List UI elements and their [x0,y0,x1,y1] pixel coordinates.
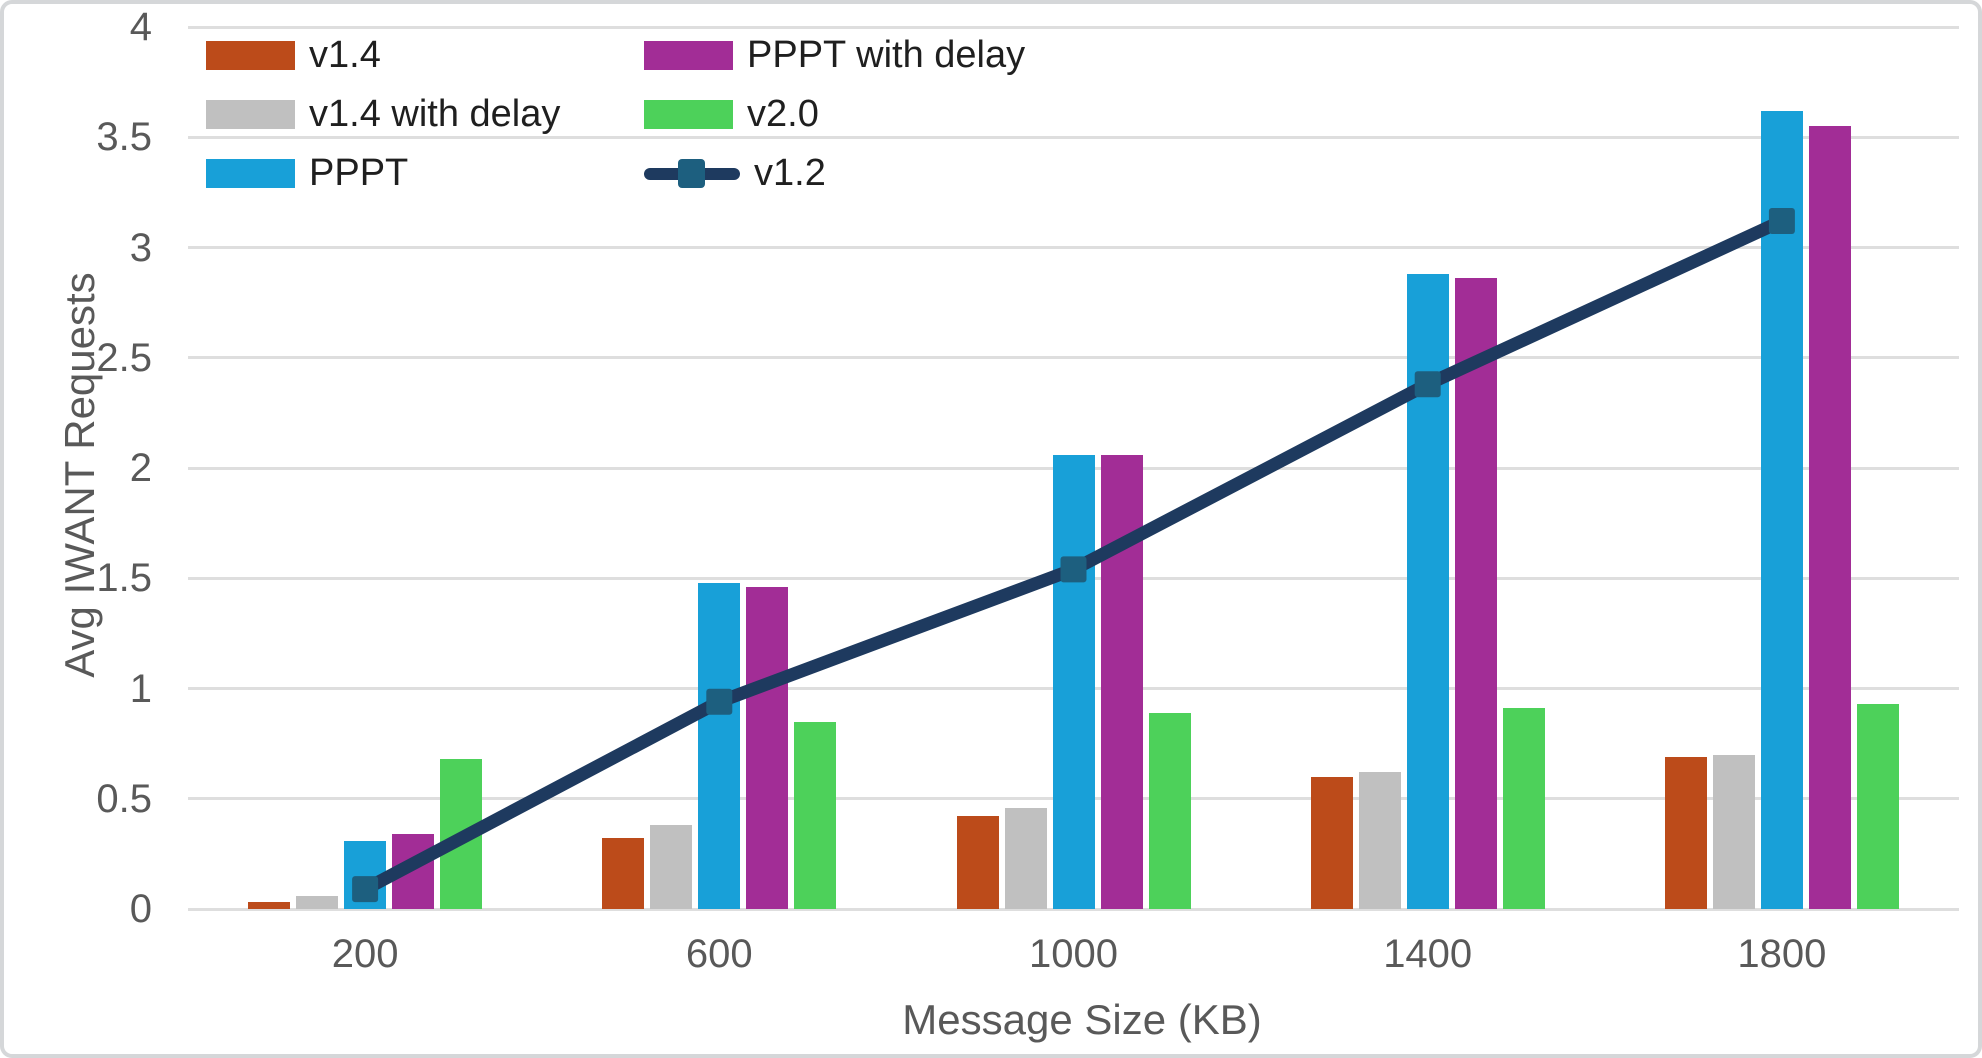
y-tick-label: 3 [129,225,152,270]
bar-v2-0-600 [794,721,837,909]
y-tick-label: 2 [129,446,152,490]
bar-pppt-with-delay-1000 [1100,454,1143,909]
bar-v1-4-1400 [1310,776,1353,909]
bar-v1-4-1000 [956,816,999,909]
gridline-y-4 [188,25,1959,29]
legend-swatch-v1-4 [206,41,295,70]
gridline-y-0 [188,907,1959,911]
y-tick-label: 1 [129,666,152,711]
legend-label-v1-2: v1.2 [754,152,826,194]
bar-pppt-200 [344,840,387,909]
bar-v1-4-1800 [1664,756,1707,909]
x-tick-label: 1000 [1029,932,1118,976]
legend-item-pppt: PPPT [206,152,644,194]
gridline-y-3 [188,246,1959,249]
legend-label-pppt: PPPT [309,152,409,194]
legend-swatch-v2-0 [644,100,733,129]
bar-pppt-with-delay-1800 [1808,126,1851,909]
bar-v1-4-600 [602,838,645,909]
bar-pppt-with-delay-600 [746,587,789,909]
legend-line-sample-v1-2 [644,158,740,189]
y-tick-label: 4 [129,5,152,49]
bar-pppt-600 [698,582,741,909]
y-tick-label: 0.5 [96,776,152,821]
bar-v2-0-200 [440,759,483,909]
bar-pppt-with-delay-1400 [1454,278,1497,909]
gridline-y-3.5 [188,135,1959,139]
y-tick-label: 2.5 [96,335,152,380]
bar-v1-4-with-delay-200 [296,895,339,909]
y-tick-label: 0 [129,887,152,931]
x-tick-label: 1400 [1383,932,1473,976]
bar-v1-4-with-delay-1400 [1358,772,1401,909]
bar-v1-4-200 [248,902,291,909]
bar-v2-0-1000 [1148,712,1191,909]
legend-label-v1-4: v1.4 [309,34,381,76]
legend-label-pppt-with-delay: PPPT with delay [747,34,1026,76]
bar-v2-0-1800 [1856,703,1899,909]
legend: v1.4 PPPT with delay v1.4 with delay v2.0 PP… [206,34,1026,217]
y-tick-label: 1.5 [96,556,152,601]
legend-item-pppt-with-delay: PPPT with delay [644,34,1026,76]
legend-swatch-pppt-with-delay [644,41,733,70]
bar-pppt-with-delay-200 [392,834,435,909]
bar-pppt-1000 [1052,454,1095,909]
legend-label-v2-0: v2.0 [747,93,819,135]
legend-label-v1-4-with-delay: v1.4 with delay [309,93,561,135]
legend-item-v1-4: v1.4 [206,34,644,76]
bar-pppt-1800 [1760,110,1803,909]
y-tick-label: 3.5 [96,115,152,160]
legend-swatch-v1-4-with-delay [206,100,295,129]
bar-pppt-1400 [1406,273,1449,909]
bar-v2-0-1400 [1502,708,1545,909]
legend-item-v2-0: v2.0 [644,93,1025,135]
x-tick-label: 200 [331,932,399,976]
bar-v1-4-with-delay-1800 [1712,754,1755,909]
legend-swatch-pppt [206,159,295,188]
legend-marker-icon [678,158,705,188]
bar-v1-4-with-delay-1000 [1004,807,1047,909]
x-tick-label: 1800 [1737,932,1827,976]
bar-v1-4-with-delay-600 [650,825,693,909]
gridline-y-2.5 [188,356,1959,360]
legend-item-v1-2: v1.2 [644,152,1025,194]
x-axis-title: Message Size (KB) [902,996,1262,1043]
legend-item-v1-4-with-delay: v1.4 with delay [206,93,644,135]
x-tick-label: 600 [685,932,753,976]
